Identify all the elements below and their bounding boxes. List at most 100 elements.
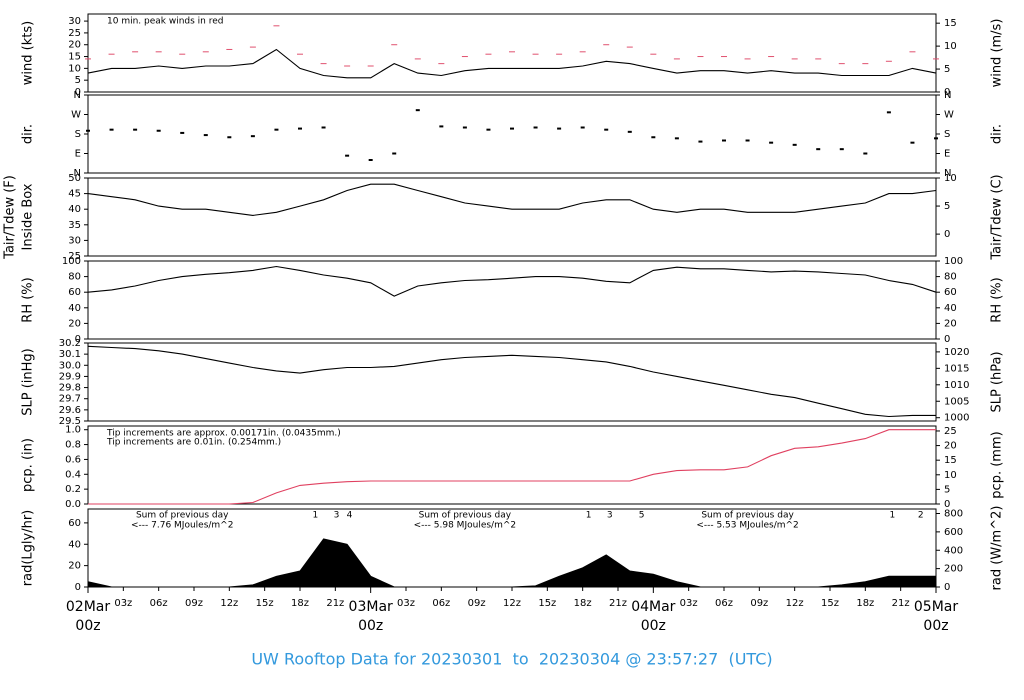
- y2-tick-label: 5: [944, 484, 950, 495]
- y2-tick-label: 400: [944, 545, 963, 556]
- y-tick-label: 25: [68, 251, 81, 262]
- y-tick-label: N: [74, 90, 81, 101]
- x-tick-label: 15z: [256, 598, 274, 609]
- y-tick-label: 10: [68, 63, 81, 74]
- x-tick-label: 21z: [892, 598, 910, 609]
- panel-frame: [87, 13, 937, 93]
- y2-tick-label: 40: [944, 303, 957, 314]
- y2-tick-label: 20: [944, 441, 957, 452]
- x-day-label: 05Mar: [914, 599, 958, 615]
- y2-tick-label: 0: [944, 582, 950, 593]
- marker-label: 5: [639, 511, 645, 521]
- line: [87, 265, 937, 297]
- y-tick-label: 15: [68, 52, 81, 63]
- y-axis-label: Inside Box: [21, 183, 36, 250]
- panel-frame: [87, 260, 937, 340]
- x-tick-label: 09z: [185, 598, 203, 609]
- point: [604, 128, 609, 131]
- y-tick-label: 45: [68, 189, 81, 200]
- note: Sum of previous day: [136, 511, 229, 521]
- y-axis-label: rad(Lgly/hr): [21, 510, 36, 586]
- y2-tick-label: N: [944, 90, 951, 101]
- x-tick-label: 06z: [715, 598, 733, 609]
- y-tick-label: 0.4: [65, 469, 81, 480]
- y-tick-label: N: [74, 168, 81, 179]
- point: [439, 125, 444, 128]
- x-day-label: 04Mar: [631, 599, 675, 615]
- y-axis-label: pcp. (in): [21, 438, 36, 492]
- y-tick-label: 0: [75, 582, 81, 593]
- y2-tick-label: 80: [944, 272, 957, 283]
- point: [86, 129, 90, 132]
- y-tick-label: 20: [68, 318, 81, 329]
- y2-axis-label: Tair/Tdew (C): [990, 174, 1005, 260]
- y2-tick-label: S: [944, 129, 950, 140]
- y-tick-label: 29.6: [59, 405, 81, 416]
- x-tick-label: 03z: [114, 598, 132, 609]
- y2-tick-label: 25: [944, 426, 957, 437]
- y2-axis-label: pcp. (mm): [990, 431, 1005, 498]
- point: [651, 136, 656, 139]
- y-tick-label: 30.2: [59, 338, 81, 349]
- y-axis-label: Tair/Tdew (F): [3, 175, 18, 260]
- y2-axis-label: rad (W/m^2): [990, 506, 1005, 591]
- annotation: 10 min. peak winds in red: [107, 17, 224, 27]
- marker-label: 1: [890, 511, 896, 521]
- point: [627, 130, 632, 133]
- point: [203, 134, 208, 137]
- y-tick-label: 29.9: [59, 371, 81, 382]
- y2-tick-label: 1020: [944, 347, 969, 358]
- y2-tick-label: 60: [944, 287, 957, 298]
- y2-tick-label: 0: [944, 499, 950, 510]
- x-hour-label: 00z: [641, 618, 666, 634]
- y2-tick-label: 20: [944, 318, 957, 329]
- point: [698, 140, 703, 143]
- y2-tick-label: W: [944, 110, 954, 121]
- y-tick-label: 0.2: [65, 484, 81, 495]
- y-tick-label: 30.1: [59, 349, 81, 360]
- x-hour-label: 00z: [75, 618, 100, 634]
- x-tick-label: 06z: [150, 598, 168, 609]
- point: [580, 126, 585, 129]
- y-tick-label: 40: [68, 303, 81, 314]
- point: [133, 128, 138, 131]
- y2-tick-label: 100: [944, 256, 963, 267]
- y2-tick-label: 5: [944, 201, 950, 212]
- y-tick-label: 30: [68, 16, 81, 27]
- point: [674, 137, 679, 140]
- y-tick-label: 0.8: [65, 440, 81, 451]
- y2-tick-label: 5: [944, 64, 950, 75]
- y-tick-label: 80: [68, 272, 81, 283]
- y2-tick-label: 1000: [944, 413, 969, 424]
- point: [368, 159, 373, 161]
- y2-tick-label: 1015: [944, 363, 969, 374]
- y-tick-label: 0.6: [65, 454, 81, 465]
- point: [863, 152, 868, 155]
- note: Sum of previous day: [701, 511, 794, 521]
- y-axis-label: dir.: [21, 124, 36, 144]
- x-tick-label: 09z: [468, 598, 486, 609]
- y-axis-label: RH (%): [21, 277, 36, 322]
- note: Sum of previous day: [419, 511, 512, 521]
- y-tick-label: 30.0: [59, 360, 81, 371]
- y2-tick-label: 10: [944, 41, 957, 52]
- y-tick-label: 40: [68, 204, 81, 215]
- y2-tick-label: 0: [944, 334, 950, 345]
- point: [792, 143, 797, 146]
- x-tick-label: 18z: [856, 598, 874, 609]
- y-tick-label: 60: [68, 287, 81, 298]
- x-tick-label: 09z: [750, 598, 768, 609]
- y-tick-label: 50: [68, 173, 81, 184]
- x-tick-label: 12z: [503, 598, 521, 609]
- point: [839, 148, 844, 151]
- marker-label: 1: [586, 511, 592, 521]
- y-tick-label: 0: [75, 87, 81, 98]
- y-axis-label: wind (kts): [21, 21, 36, 85]
- y-tick-label: 5: [75, 75, 81, 86]
- y-tick-label: 20: [68, 40, 81, 51]
- point: [745, 139, 750, 142]
- y2-tick-label: 1010: [944, 380, 969, 391]
- y2-tick-label: 1005: [944, 396, 969, 407]
- panel-frame: [87, 94, 937, 174]
